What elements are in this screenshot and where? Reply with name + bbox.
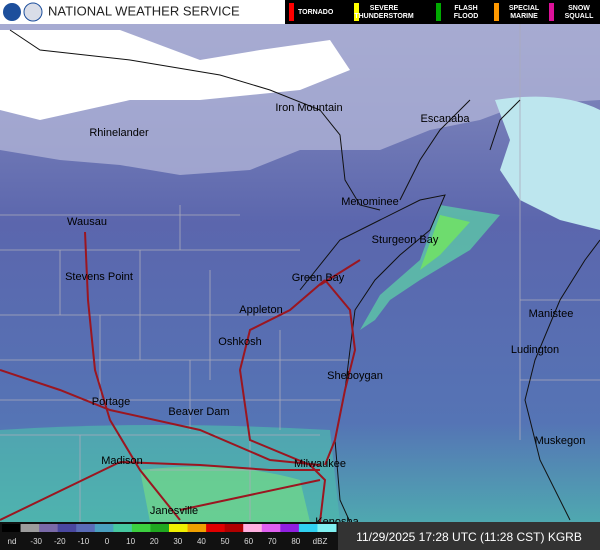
warning-swatch [549,3,554,21]
scale-label: -10 [78,537,90,546]
color-scale: nd -30 -20 -10 0 10 20 30 40 50 60 70 80 dBZ [2,524,337,546]
scale-swatch [206,524,226,532]
city-label: Milwaukee [294,458,346,470]
scale-swatch [76,524,96,532]
scale-swatch [150,524,170,532]
scale-swatch [39,524,59,532]
scale-swatch [94,524,114,532]
county-borders [0,0,600,522]
city-label: Appleton [239,304,282,316]
scale-swatch [187,524,207,532]
warning-items: TORNADO SEVERE THUNDERSTORM FLASH FLOOD SPECI… [289,3,594,21]
header-title: NATIONAL WEATHER SERVICE [48,3,240,18]
scale-label: 20 [150,537,159,546]
echo-band [360,205,500,330]
scale-label: 10 [126,537,135,546]
city-label: Sturgeon Bay [372,234,439,246]
city-label: Manistee [529,308,574,320]
warning-label: TORNADO [298,9,334,16]
city-label: Portage [92,396,131,408]
scale-swatch [261,524,281,532]
scale-swatch [169,524,189,532]
warning-swatch [354,3,359,21]
scale-swatch [113,524,133,532]
echo-area [140,466,310,522]
city-label: Iron Mountain [275,102,342,114]
scale-label: 40 [197,537,206,546]
warning-swatch [494,3,499,21]
scale-label: 70 [268,537,277,546]
warning-label: SPECIAL MARINE [509,5,540,20]
scale-label: 80 [291,537,300,546]
scale-swatch [243,524,263,532]
warning-swatch [289,3,294,21]
scale-label: 50 [221,537,230,546]
city-label: Rhinelander [89,127,149,139]
city-label: Janesville [150,505,198,517]
timestamp-box [338,522,600,550]
scale-swatch [224,524,244,532]
city-label: Menominee [341,196,398,208]
no-echo-area [0,30,350,120]
city-label: Beaver Dam [168,406,229,418]
scale-swatch [131,524,151,532]
city-label: Stevens Point [65,271,133,283]
scale-label: 60 [244,537,253,546]
echo-band [420,215,470,270]
scale-label: -20 [54,537,66,546]
scale-label: dBZ [313,537,328,546]
scale-swatch [2,524,22,532]
scale-label: -30 [30,537,42,546]
city-label: Oshkosh [218,336,261,348]
nws-logo [23,2,43,22]
city-labels: Iron Mountain Escanaba Rhinelander Menomine… [65,102,585,528]
warning-legend [285,0,600,24]
city-label: Green Bay [292,272,345,284]
scale-label: 0 [105,537,110,546]
city-label: Muskegon [535,435,586,447]
highways [0,231,361,523]
scale-swatch [317,524,337,532]
warning-label: SEVERE THUNDERSTORM [354,5,414,20]
warning-swatch [436,3,441,21]
city-label: Escanaba [421,113,471,125]
city-label: Sheboygan [327,370,383,382]
scale-label: 30 [173,537,182,546]
scale-swatch [20,524,40,532]
noaa-logo [3,3,21,21]
city-label: Madison [101,455,143,467]
timestamp: 11/29/2025 17:28 UTC (11:28 CST) KGRB [356,530,582,544]
scale-swatch [298,524,318,532]
scale-swatch [57,524,77,532]
city-label: Wausau [67,216,107,228]
scale-swatch [280,524,300,532]
scale-label: nd [8,537,17,546]
warning-label: FLASH FLOOD [454,5,479,20]
lake-area [495,96,600,231]
warning-label: SNOW SQUALL [565,5,595,20]
city-label: Ludington [511,344,559,356]
